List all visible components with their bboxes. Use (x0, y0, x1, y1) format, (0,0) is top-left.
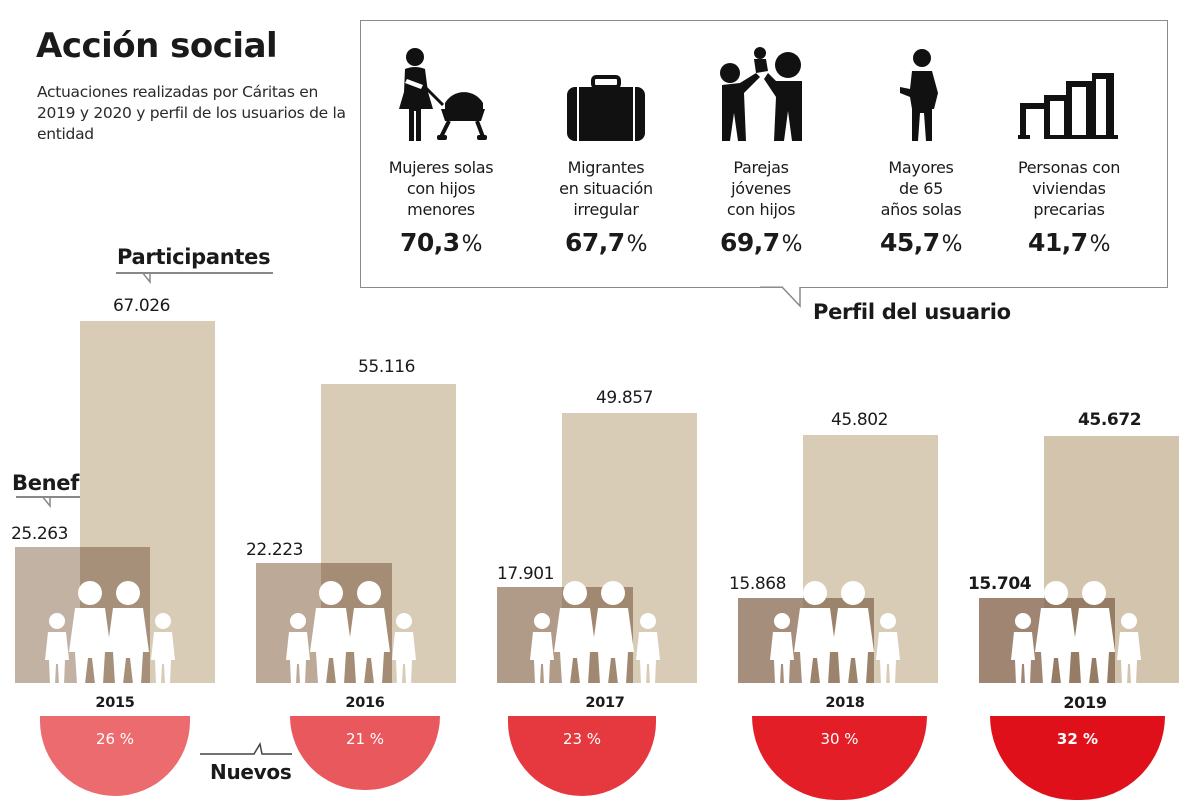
profile-percent: 67,7% (536, 228, 676, 257)
profile-item-single-mothers: Mujeres solas con hijos menores 70,3% (371, 21, 511, 257)
value-beneficiarios-2017: 17.901 (497, 564, 555, 584)
profile-label-line: Parejas (733, 158, 789, 177)
value-beneficiarios-2016: 22.223 (246, 540, 304, 560)
year-label-2017: 2017 (585, 695, 625, 711)
profile-label-line: de 65 (899, 179, 943, 198)
page-subtitle: Actuaciones realizadas por Cáritas en 20… (37, 83, 346, 143)
nuevos-2017: 23 % (508, 716, 656, 796)
value-beneficiarios-2015: 25.263 (11, 524, 69, 544)
value-participantes-2019: 45.672 (1078, 410, 1142, 430)
profile-percent-value: 69,7 (719, 228, 780, 257)
elderly-person-icon (851, 47, 991, 143)
profile-section-label: Perfil del usuario (813, 300, 1011, 324)
profile-percent: 69,7% (691, 228, 831, 257)
mother-with-stroller-icon (371, 43, 511, 143)
value-beneficiarios-2019: 15.704 (968, 574, 1032, 594)
profile-percent: 41,7% (999, 228, 1139, 257)
profile-percent-value: 45,7 (879, 228, 940, 257)
legend-participantes: Participantes (117, 245, 271, 269)
profile-label-line: viviendas (1032, 179, 1106, 198)
legend-pointer (41, 496, 51, 509)
user-profile-callout: Mujeres solas con hijos menores 70,3% Mi… (360, 20, 1168, 288)
percent-sign: % (461, 232, 483, 257)
profile-label-line: jóvenes (731, 179, 791, 198)
family-icon (1011, 581, 1141, 684)
family-icon (770, 581, 900, 684)
family-icon (530, 581, 660, 684)
value-participantes-2016: 55.116 (358, 357, 416, 377)
legend-nuevos: Nuevos (210, 760, 292, 784)
profile-label-line: años solas (880, 200, 962, 219)
profile-item-precarious-housing: Personas con viviendas precarias 41,7% (999, 21, 1139, 257)
profile-label-line: menores (407, 200, 475, 219)
legend-underline (116, 272, 273, 274)
value-beneficiarios-2018: 15.868 (729, 574, 787, 594)
percent-sign: % (626, 232, 648, 257)
couple-with-child-icon (691, 43, 831, 143)
value-participantes-2017: 49.857 (596, 388, 654, 408)
percent-sign: % (941, 232, 963, 257)
profile-item-young-couples: Parejas jóvenes con hijos 69,7% (691, 21, 831, 257)
family-icon (45, 581, 175, 684)
profile-label-line: con hijos (726, 200, 796, 219)
profile-item-elderly: Mayores de 65 años solas 45,7% (851, 21, 991, 257)
year-label-2019: 2019 (1063, 693, 1107, 712)
nuevos-2015: 26 % (40, 716, 190, 796)
profile-percent-value: 67,7 (564, 228, 625, 257)
profile-percent-value: 70,3 (399, 228, 460, 257)
profile-label-line: en situación (559, 179, 653, 198)
profile-label-line: con hijos (406, 179, 476, 198)
profile-label-line: Personas con (1017, 158, 1121, 177)
profile-item-migrants: Migrantes en situación irregular 67,7% (536, 21, 676, 257)
percent-sign: % (781, 232, 803, 257)
profile-label-line: Mayores (888, 158, 954, 177)
page-title: Acción social (36, 26, 278, 66)
profile-label-line: Mujeres solas (388, 158, 494, 177)
value-participantes-2018: 45.802 (831, 410, 889, 430)
year-label-2015: 2015 (95, 695, 135, 711)
nuevos-2018: 30 % (752, 716, 927, 800)
value-participantes-2015: 67.026 (113, 296, 171, 316)
nuevos-2019: 32 % (990, 716, 1165, 800)
percent-sign: % (1089, 232, 1111, 257)
year-label-2016: 2016 (345, 695, 385, 711)
nuevos-2016: 21 % (290, 716, 440, 790)
callout-pointer (760, 286, 801, 308)
year-label-2018: 2018 (825, 695, 865, 711)
legend-pointer (200, 742, 292, 755)
precarious-buildings-icon (999, 47, 1139, 143)
profile-percent-value: 41,7 (1027, 228, 1088, 257)
family-icon (286, 581, 416, 684)
suitcase-icon (536, 57, 676, 143)
profile-label-line: irregular (573, 200, 639, 219)
profile-percent: 45,7% (851, 228, 991, 257)
profile-percent: 70,3% (371, 228, 511, 257)
legend-pointer (141, 272, 151, 285)
profile-label-line: precarias (1033, 200, 1105, 219)
profile-label-line: Migrantes (567, 158, 645, 177)
